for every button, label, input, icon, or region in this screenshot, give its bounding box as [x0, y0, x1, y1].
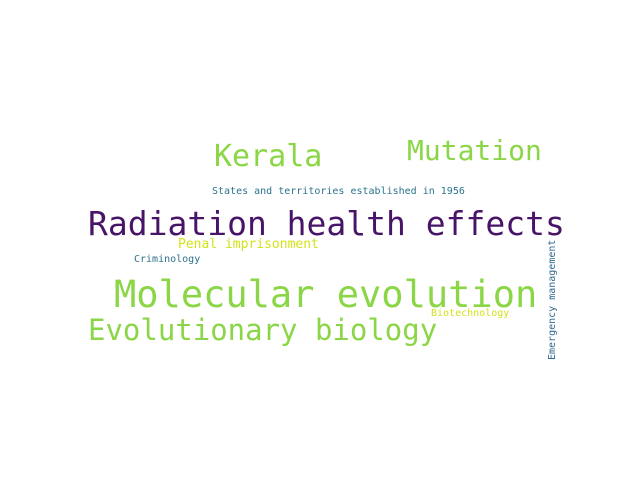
word-biotechnology: Biotechnology — [431, 308, 510, 319]
word-molecular-evolution: Molecular evolution — [114, 273, 538, 316]
word-penal-imprisonment: Penal imprisonment — [178, 237, 319, 252]
word-mutation: Mutation — [407, 134, 542, 167]
word-kerala: Kerala — [214, 139, 323, 174]
word-radiation-health-effects: Radiation health effects — [88, 204, 565, 243]
word-evolutionary-biology: Evolutionary biology — [88, 313, 438, 347]
word-emergency-management: Emergency management — [547, 239, 558, 360]
word-criminology: Criminology — [134, 254, 201, 265]
word-states-and-territories: States and territories established in 19… — [212, 186, 465, 197]
